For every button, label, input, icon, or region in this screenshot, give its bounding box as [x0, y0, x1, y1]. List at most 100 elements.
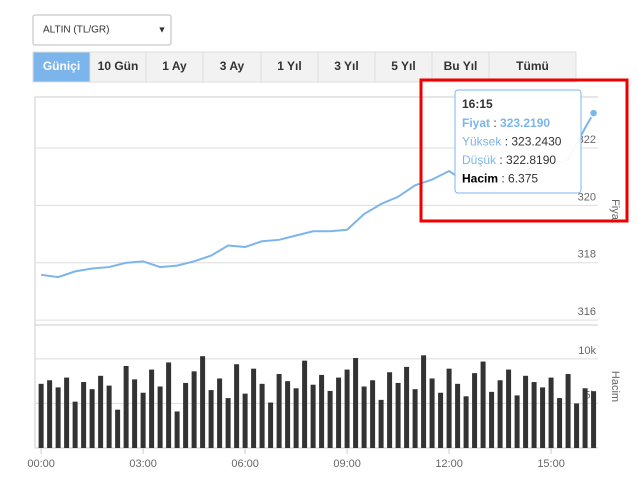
volume-bar	[497, 380, 503, 448]
volume-bar	[548, 377, 554, 448]
volume-bar	[591, 391, 597, 448]
volume-bar	[336, 377, 342, 448]
volume-bar	[531, 382, 537, 448]
volume-bar	[132, 379, 138, 448]
y-axis-title: Fiyat	[609, 199, 621, 223]
volume-bar	[47, 380, 53, 448]
volume-bar	[480, 361, 486, 448]
x-tick-label: 15:00	[537, 458, 565, 470]
volume-bar	[327, 390, 333, 448]
volume-bar	[565, 374, 571, 448]
volume-bar	[98, 375, 104, 448]
tab[interactable]	[32, 51, 91, 83]
volume-bar	[395, 382, 401, 448]
volume-bar	[208, 390, 214, 448]
volume-bar	[506, 369, 512, 448]
volume-bar	[55, 387, 61, 448]
volume-bar	[344, 369, 350, 448]
volume-bar	[404, 366, 410, 448]
tab-label: 10 Gün	[98, 59, 139, 73]
tooltip-label: Yüksek	[462, 135, 502, 149]
tab[interactable]	[431, 51, 490, 83]
volume-bar	[166, 362, 172, 448]
tooltip-label: Hacim	[462, 172, 498, 186]
tab-label: Güniçi	[43, 59, 80, 73]
tab-label: 1 Yıl	[277, 59, 301, 73]
volume-bar	[319, 374, 325, 448]
y-tick-label: 318	[578, 249, 596, 261]
volume-bar	[140, 392, 146, 448]
volume-bar	[285, 381, 291, 448]
volume-bar	[489, 391, 495, 448]
volume-bar	[412, 389, 418, 448]
tooltip-value: 6.375	[508, 172, 538, 186]
tab-bar: Güniçi 10 Gün 1 Ay 3 Ay 1 Yıl 3 Yıl 5 Yıl Bu Yı…	[32, 51, 577, 83]
volume-bar	[106, 385, 112, 448]
volume-bar	[174, 411, 180, 448]
volume-bar	[472, 373, 478, 448]
tooltip-row: Düşük : 322.8190	[462, 153, 556, 167]
volume-bar	[149, 369, 155, 448]
volume-bar	[64, 377, 70, 448]
separator: :	[496, 153, 506, 167]
tab[interactable]	[488, 51, 577, 83]
x-tick-label: 03:00	[129, 458, 157, 470]
x-tick-label: 12:00	[435, 458, 463, 470]
tooltip-box	[454, 89, 582, 194]
volume-bar	[225, 398, 231, 448]
y-tick-label: 320	[578, 191, 596, 203]
volume-bar	[276, 374, 282, 448]
volume-bar	[302, 360, 308, 448]
volume-bar	[89, 389, 95, 448]
y-tick-label: 322	[578, 134, 596, 146]
volume-bar	[123, 366, 129, 448]
tab[interactable]	[89, 51, 147, 83]
tooltip-row: Yüksek : 323.2430	[462, 135, 562, 149]
x-tick-label: 09:00	[333, 458, 361, 470]
x-tick-label: 06:00	[231, 458, 259, 470]
tab[interactable]	[202, 51, 262, 83]
volume-bar	[157, 386, 163, 448]
volume-bar	[310, 384, 316, 448]
tooltip-value: 323.2190	[500, 116, 550, 130]
tooltip-value: 322.8190	[506, 153, 556, 167]
volume-bar	[574, 403, 580, 448]
volume-bar	[557, 398, 563, 448]
volume-bar	[514, 395, 520, 448]
volume-bar	[217, 378, 223, 448]
tab[interactable]	[145, 51, 204, 83]
volume-bar	[183, 382, 189, 448]
tooltip-value: 323.2430	[511, 135, 561, 149]
y-axis-title: Hacim	[609, 371, 621, 402]
tooltip-label: Düşük	[462, 153, 497, 167]
volume-bar	[455, 383, 461, 448]
tab-label: 3 Ay	[220, 59, 245, 73]
x-tick-label: 00:00	[27, 458, 55, 470]
tooltip-label: Fiyat	[462, 116, 490, 130]
volume-bar	[242, 393, 248, 448]
volume-bar	[370, 380, 376, 448]
volume-bar	[429, 378, 435, 448]
y-tick-label: 10k	[578, 345, 596, 357]
volume-bar	[268, 402, 274, 448]
volume-bar	[200, 356, 206, 448]
tab[interactable]	[317, 51, 376, 83]
dropdown-label: ALTIN (TL/GR)	[43, 25, 109, 36]
hover-point	[588, 108, 599, 118]
volume-bar	[251, 368, 257, 448]
tooltip-row: Hacim : 6.375	[462, 172, 538, 186]
dropdown[interactable]	[32, 14, 172, 46]
tab-label: Tümü	[516, 59, 549, 73]
volume-bar	[115, 409, 121, 448]
volume-bar	[234, 364, 240, 448]
volume-bar	[463, 396, 469, 448]
highlight-box	[419, 78, 629, 223]
tab[interactable]	[260, 51, 319, 83]
volume-bar	[353, 357, 359, 448]
tab-label: Bu Yıl	[444, 59, 478, 73]
tab-label: 1 Ay	[162, 59, 187, 73]
volume-bar	[259, 383, 265, 448]
volume-bar	[421, 355, 427, 448]
